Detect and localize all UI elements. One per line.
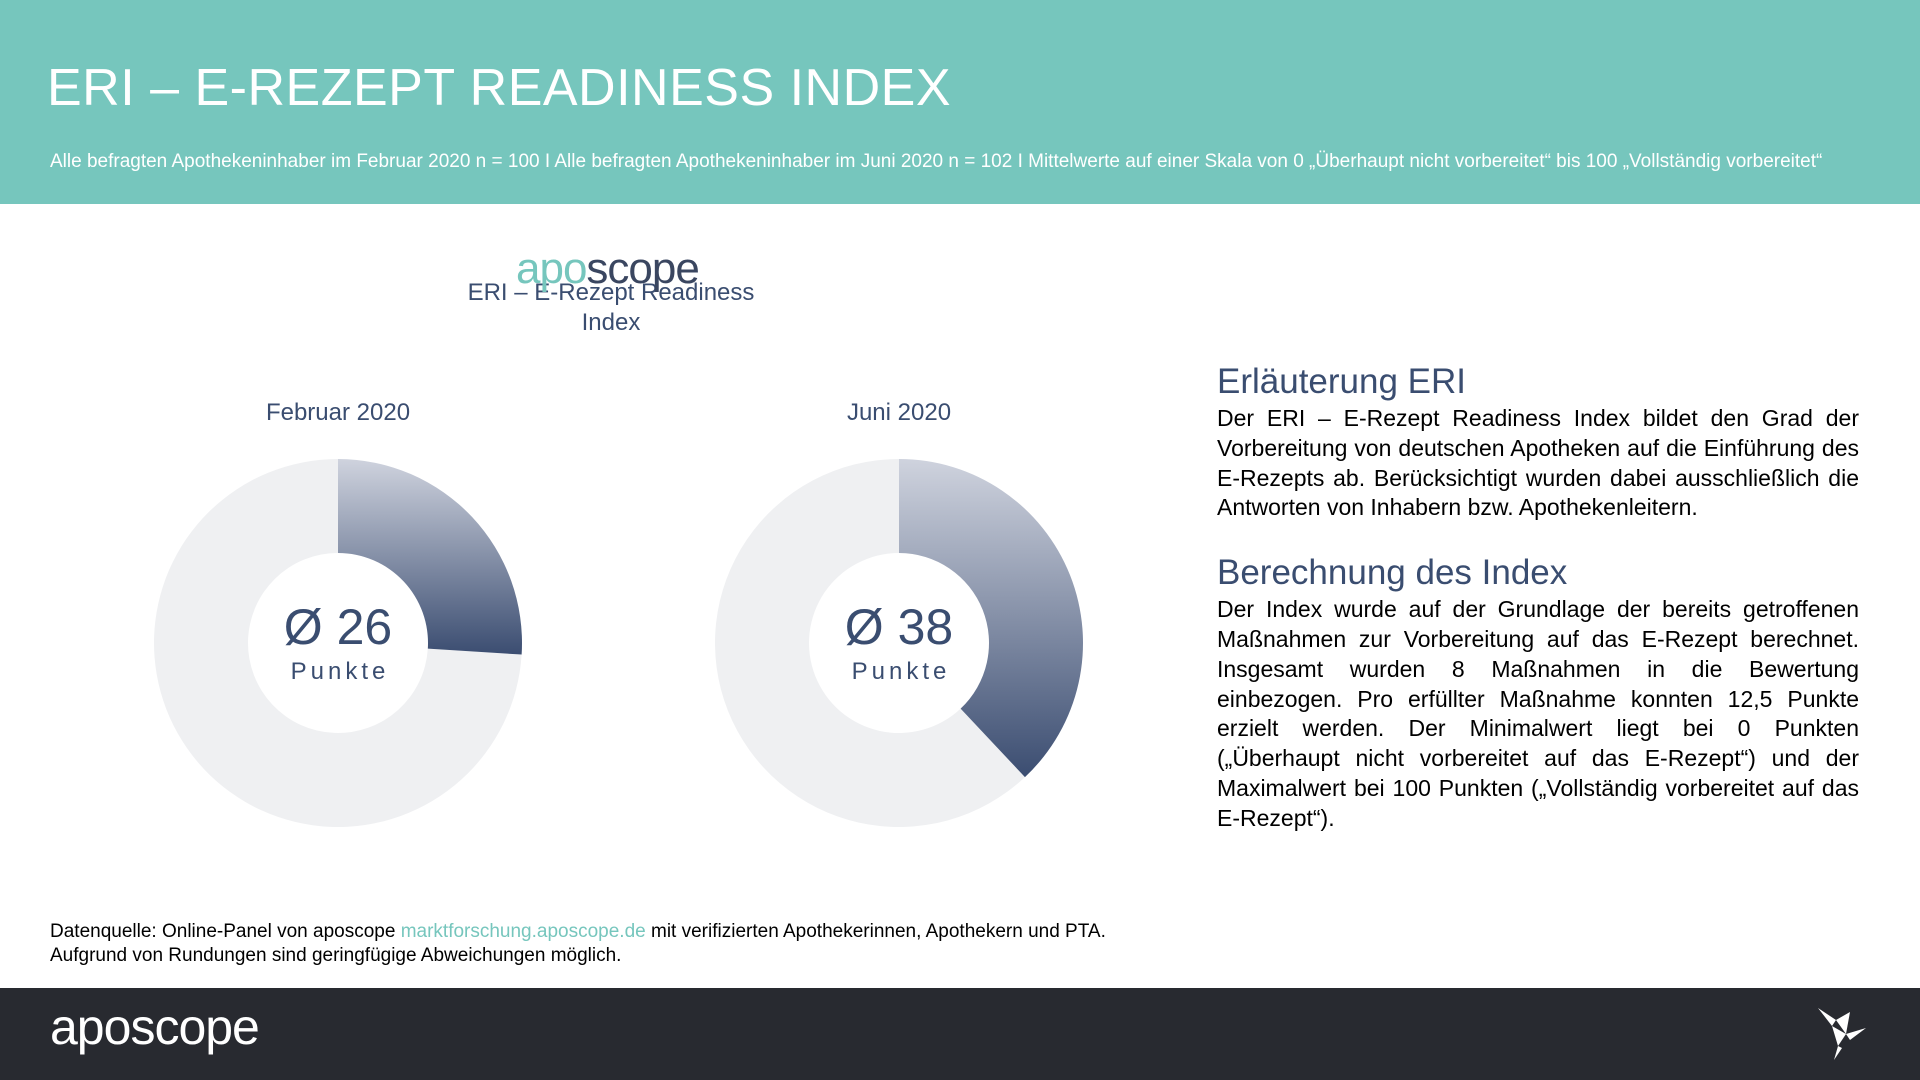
aposcope-logo: aposcope bbox=[50, 998, 260, 1056]
source-prefix: Datenquelle: Online-Panel von aposcope bbox=[50, 921, 401, 942]
footer-logo-scope: scope bbox=[130, 999, 259, 1055]
donut-center-unit: Punkte bbox=[291, 658, 390, 685]
chart-title: ERI – E-Rezept Readiness Index bbox=[467, 279, 755, 336]
donut-center-value: Ø 38 bbox=[845, 599, 953, 655]
source-suffix: mit verifizierten Apothekerinnen, Apothe… bbox=[645, 921, 1106, 942]
logo-part-apo: apo bbox=[516, 244, 587, 293]
donut-charts: Februar 2020 Ø 26 Punkte Juni 2020 Ø 38 Punkt… bbox=[153, 399, 1084, 828]
header-band: ERI – E-REZEPT READINESS INDEX Alle befr… bbox=[0, 0, 1920, 204]
donut-center-unit: Punkte bbox=[852, 658, 951, 685]
calculation-text: Der Index wurde auf der Grundlage der be… bbox=[1217, 596, 1859, 831]
footer-logo-apo: apo bbox=[50, 999, 131, 1055]
donut-center-value: Ø 26 bbox=[284, 599, 392, 655]
aposcope-logo-small: aposcope bbox=[516, 244, 700, 294]
page-title: ERI – E-REZEPT READINESS INDEX bbox=[47, 59, 952, 117]
donut-value-slice bbox=[338, 459, 522, 655]
donut-remainder-slice bbox=[715, 459, 1025, 827]
explanation-panel: Erläuterung ERI Der ERI – E-Rezept Readi… bbox=[1217, 362, 1859, 834]
donut-period-label: Februar 2020 bbox=[266, 399, 410, 426]
source-note: Datenquelle: Online-Panel von aposcope m… bbox=[50, 920, 1106, 968]
origami-bird-icon bbox=[1818, 1008, 1866, 1060]
footer-band: aposcope bbox=[0, 988, 1920, 1080]
explanation-heading: Erläuterung ERI bbox=[1217, 362, 1467, 401]
donut-remainder-slice bbox=[153, 459, 522, 828]
explanation-text: Der ERI – E-Rezept Readiness Index bilde… bbox=[1217, 405, 1859, 521]
calculation-heading: Berechnung des Index bbox=[1217, 553, 1568, 593]
rounding-note: Aufgrund von Rundungen sind geringfügige… bbox=[50, 945, 622, 966]
donut-2: Juni 2020 Ø 38 Punkte bbox=[715, 399, 1084, 827]
donut-1: Februar 2020 Ø 26 Punkte bbox=[153, 399, 522, 828]
donut-value-slice bbox=[899, 459, 1084, 778]
donut-period-label: Juni 2020 bbox=[847, 399, 951, 426]
page-subtitle: Alle befragten Apothekeninhaber im Febru… bbox=[50, 151, 1823, 172]
logo-part-scope: scope bbox=[586, 244, 699, 293]
source-link[interactable]: marktforschung.aposcope.de bbox=[400, 921, 646, 942]
